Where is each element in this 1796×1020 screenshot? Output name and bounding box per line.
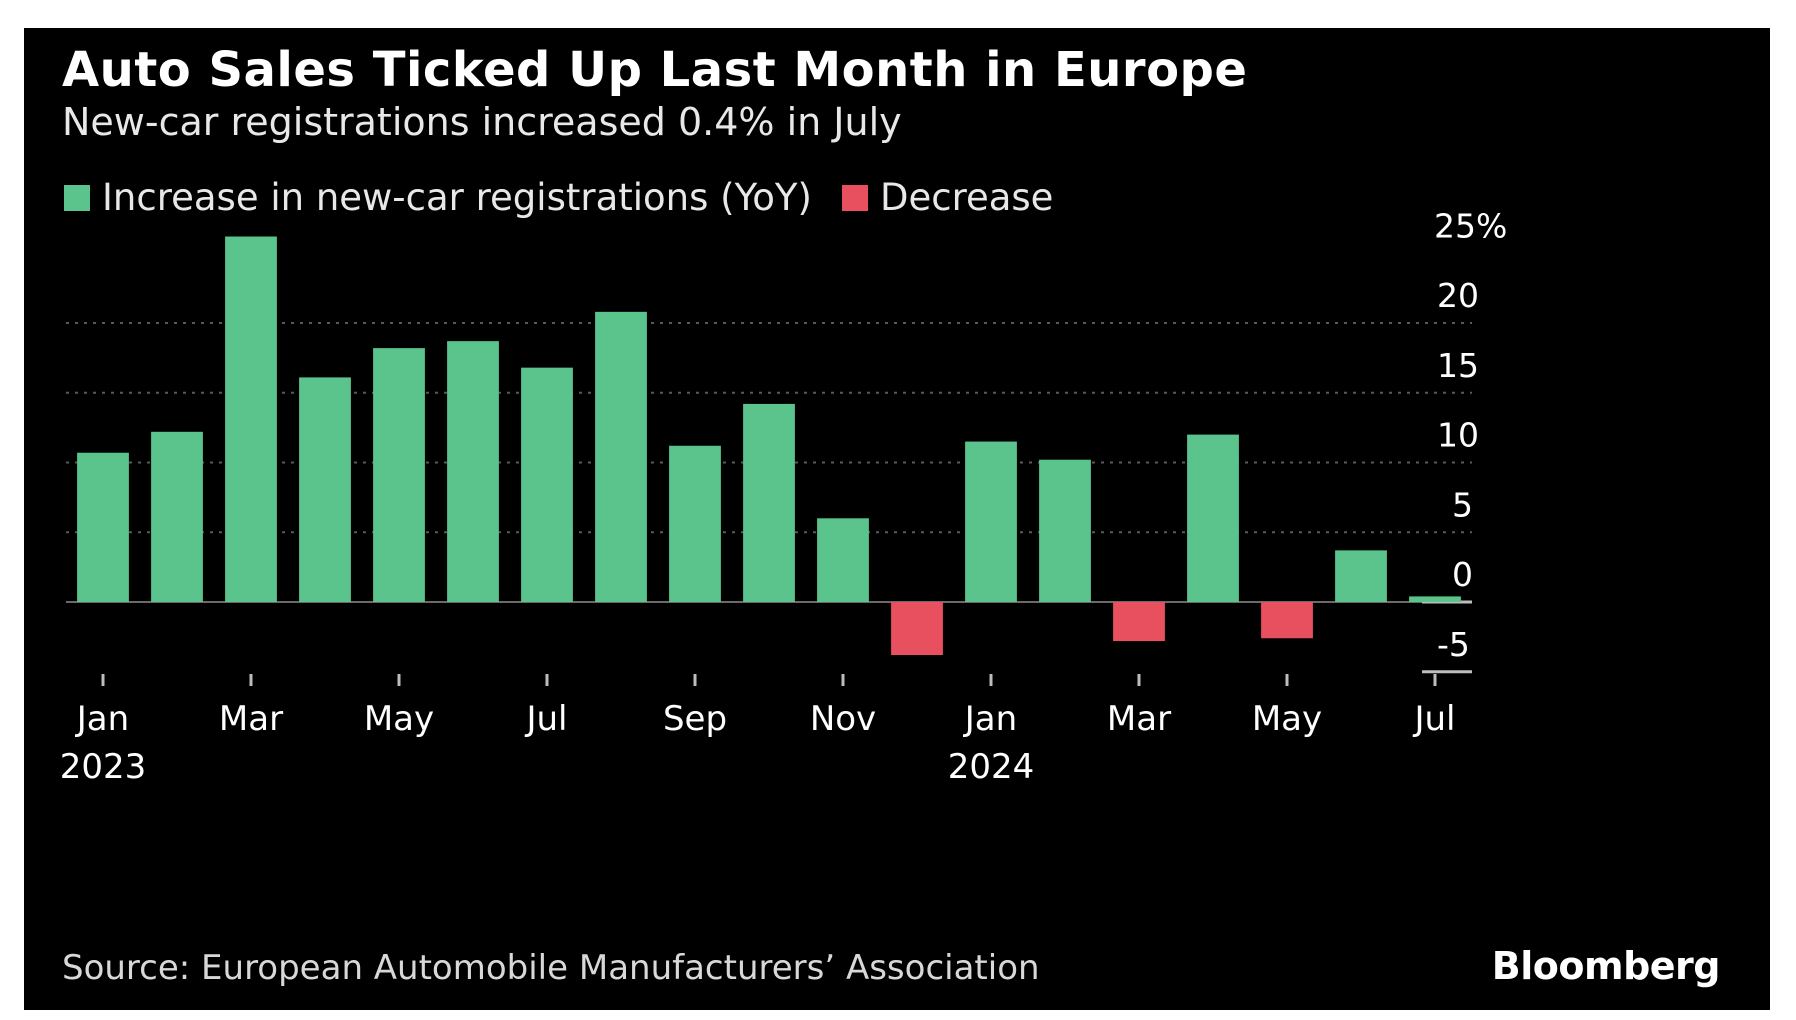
x-tick-label: Mar	[219, 699, 283, 739]
bar-may-2024	[1261, 602, 1313, 639]
x-tick-label: Jan	[75, 699, 129, 739]
legend-item-decrease: Decrease	[841, 176, 1054, 219]
chart-title: Auto Sales Ticked Up Last Month in Europ…	[62, 42, 1248, 98]
y-axis: 25% 20 15 10 5 0 -5	[1434, 206, 1507, 664]
bar-jun-2023	[447, 341, 499, 602]
bar-nov-2023	[817, 518, 869, 602]
y-tick-label: 25%	[1434, 206, 1507, 245]
chart-card: Auto Sales Ticked Up Last Month in Europ…	[24, 28, 1770, 1010]
bar-dec-2023	[891, 602, 943, 656]
bar-apr-2024	[1187, 434, 1239, 602]
legend-label-decrease: Decrease	[879, 176, 1054, 219]
y-tick-label: 5	[1452, 485, 1473, 524]
legend-item-increase: Increase in new-car registrations (YoY)	[64, 176, 812, 219]
legend-label-increase: Increase in new-car registrations (YoY)	[102, 176, 812, 219]
x-tick-label: Jan	[963, 699, 1017, 739]
bar-apr-2023	[299, 377, 351, 602]
bar-feb-2023	[151, 431, 203, 602]
x-tick-label: May	[1252, 699, 1322, 739]
bar-jul-2024	[1409, 596, 1461, 602]
legend-swatch-increase	[64, 184, 90, 211]
bar-chart: 25% 20 15 10 5 0 -5 Jan 2023 Mar May Jul Sep Nov Jan 2…	[60, 206, 1508, 787]
bar-jan-2023	[77, 452, 129, 602]
source-note: Source: European Automobile Manufacturer…	[62, 948, 1040, 988]
y-tick-label: 0	[1452, 555, 1473, 594]
x-tick-label: Jul	[1412, 699, 1455, 739]
bar-sep-2023	[669, 445, 721, 602]
bar-mar-2023	[225, 236, 277, 602]
x-tick-label: May	[364, 699, 434, 739]
bar-feb-2024	[1039, 459, 1091, 602]
x-tick-year-label: 2023	[60, 747, 147, 787]
x-tick-label: Sep	[663, 699, 727, 739]
bar-mar-2024	[1113, 602, 1165, 642]
bar-jun-2024	[1335, 550, 1387, 602]
legend-swatch-decrease	[841, 184, 868, 211]
y-tick-label: 10	[1437, 416, 1479, 455]
bar-oct-2023	[743, 403, 795, 602]
x-tick-label: Nov	[810, 699, 876, 739]
x-tick-year-label: 2024	[948, 747, 1035, 787]
bloomberg-logo: Bloomberg	[1491, 944, 1721, 988]
chart-subtitle: New-car registrations increased 0.4% in …	[62, 100, 902, 144]
x-tick-label: Mar	[1107, 699, 1171, 739]
y-tick-label: -5	[1437, 625, 1470, 664]
bars	[77, 236, 1461, 656]
bar-may-2023	[373, 348, 425, 602]
y-tick-label: 20	[1437, 276, 1479, 315]
chart-legend: Increase in new-car registrations (YoY) …	[64, 176, 1083, 219]
bar-jul-2023	[521, 367, 573, 602]
x-tick-label: Jul	[524, 699, 567, 739]
y-tick-label: 15	[1437, 346, 1479, 385]
bar-jan-2024	[965, 441, 1017, 602]
bar-aug-2023	[595, 311, 647, 602]
x-axis: Jan 2023 Mar May Jul Sep Nov Jan 2024 Mar May Jul	[60, 674, 1456, 787]
